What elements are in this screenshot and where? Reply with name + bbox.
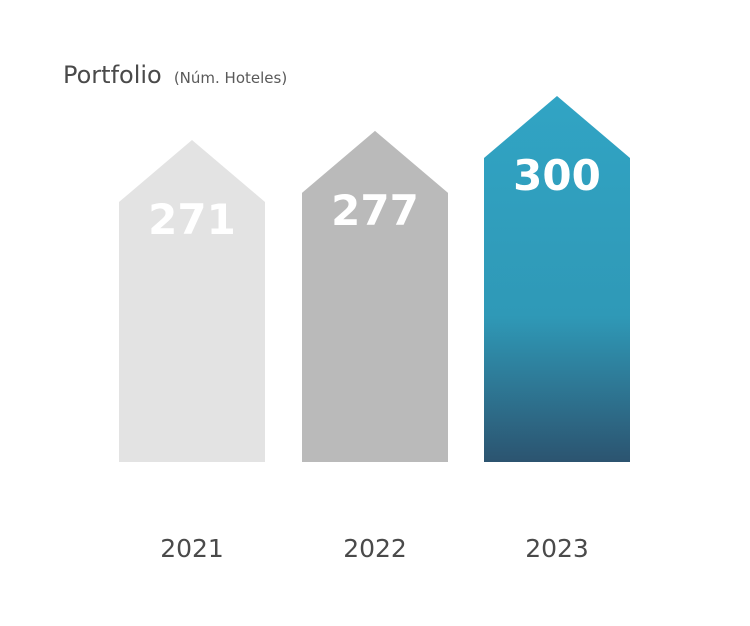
category-label-2021: 2021 <box>160 534 224 563</box>
chart-title: Portfolio (Núm. Hoteles) <box>63 61 287 89</box>
bars-layer: 271 2021 277 2022 300 2023 <box>119 96 630 563</box>
bar-2022 <box>302 130 448 462</box>
value-label-2021: 271 <box>148 195 236 244</box>
chart-subtitle: (Núm. Hoteles) <box>174 69 287 87</box>
value-label-2023: 300 <box>513 151 601 200</box>
bar-2023 <box>484 96 630 462</box>
bar-2021 <box>119 140 265 462</box>
category-label-2022: 2022 <box>343 534 407 563</box>
category-label-2023: 2023 <box>525 534 589 563</box>
value-label-2022: 277 <box>331 186 419 235</box>
chart-title-main: Portfolio <box>63 61 162 89</box>
